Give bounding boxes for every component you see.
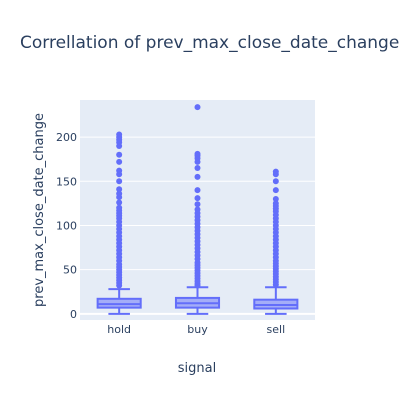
x-tick-label: hold (107, 323, 131, 336)
box-hold (96, 131, 142, 315)
outlier-point (116, 167, 123, 174)
y-tick-label: 200 (56, 131, 77, 144)
outlier-point (194, 104, 201, 111)
y-tick-label: 100 (56, 219, 77, 232)
x-tick-label: sell (267, 323, 286, 336)
outlier-point (116, 199, 123, 206)
x-axis-ticks: hold buy sell (107, 323, 285, 336)
outlier-point (116, 178, 123, 185)
chart-title: Correllation of prev_max_close_date_chan… (20, 33, 400, 53)
y-tick-label: 0 (70, 308, 77, 321)
y-tick-label: 50 (63, 264, 77, 277)
outlier-point (116, 158, 123, 165)
outlier-point (116, 151, 123, 158)
outlier-point (194, 150, 201, 157)
box-buy (174, 104, 221, 315)
y-axis-title: prev_max_close_date_change (32, 113, 47, 307)
outlier-point (272, 200, 279, 207)
outlier-point (272, 187, 279, 194)
outlier-point (116, 204, 123, 211)
box-sell (253, 168, 299, 315)
x-axis-title: signal (178, 361, 216, 376)
x-tick-label: buy (187, 323, 208, 336)
outlier-point (194, 165, 201, 172)
outlier-point (116, 186, 123, 193)
outlier-point (272, 168, 279, 175)
box-series (96, 104, 299, 315)
y-axis-ticks: 0 50 100 150 200 (56, 131, 77, 321)
outlier-point (272, 178, 279, 185)
outlier-point (272, 195, 279, 202)
outlier-point (194, 206, 201, 213)
outlier-point (194, 187, 201, 194)
outlier-point (194, 173, 201, 180)
outlier-point (194, 201, 201, 208)
outlier-point (116, 190, 123, 197)
outlier-point (116, 131, 123, 138)
y-tick-label: 150 (56, 175, 77, 188)
outlier-point (194, 195, 201, 202)
